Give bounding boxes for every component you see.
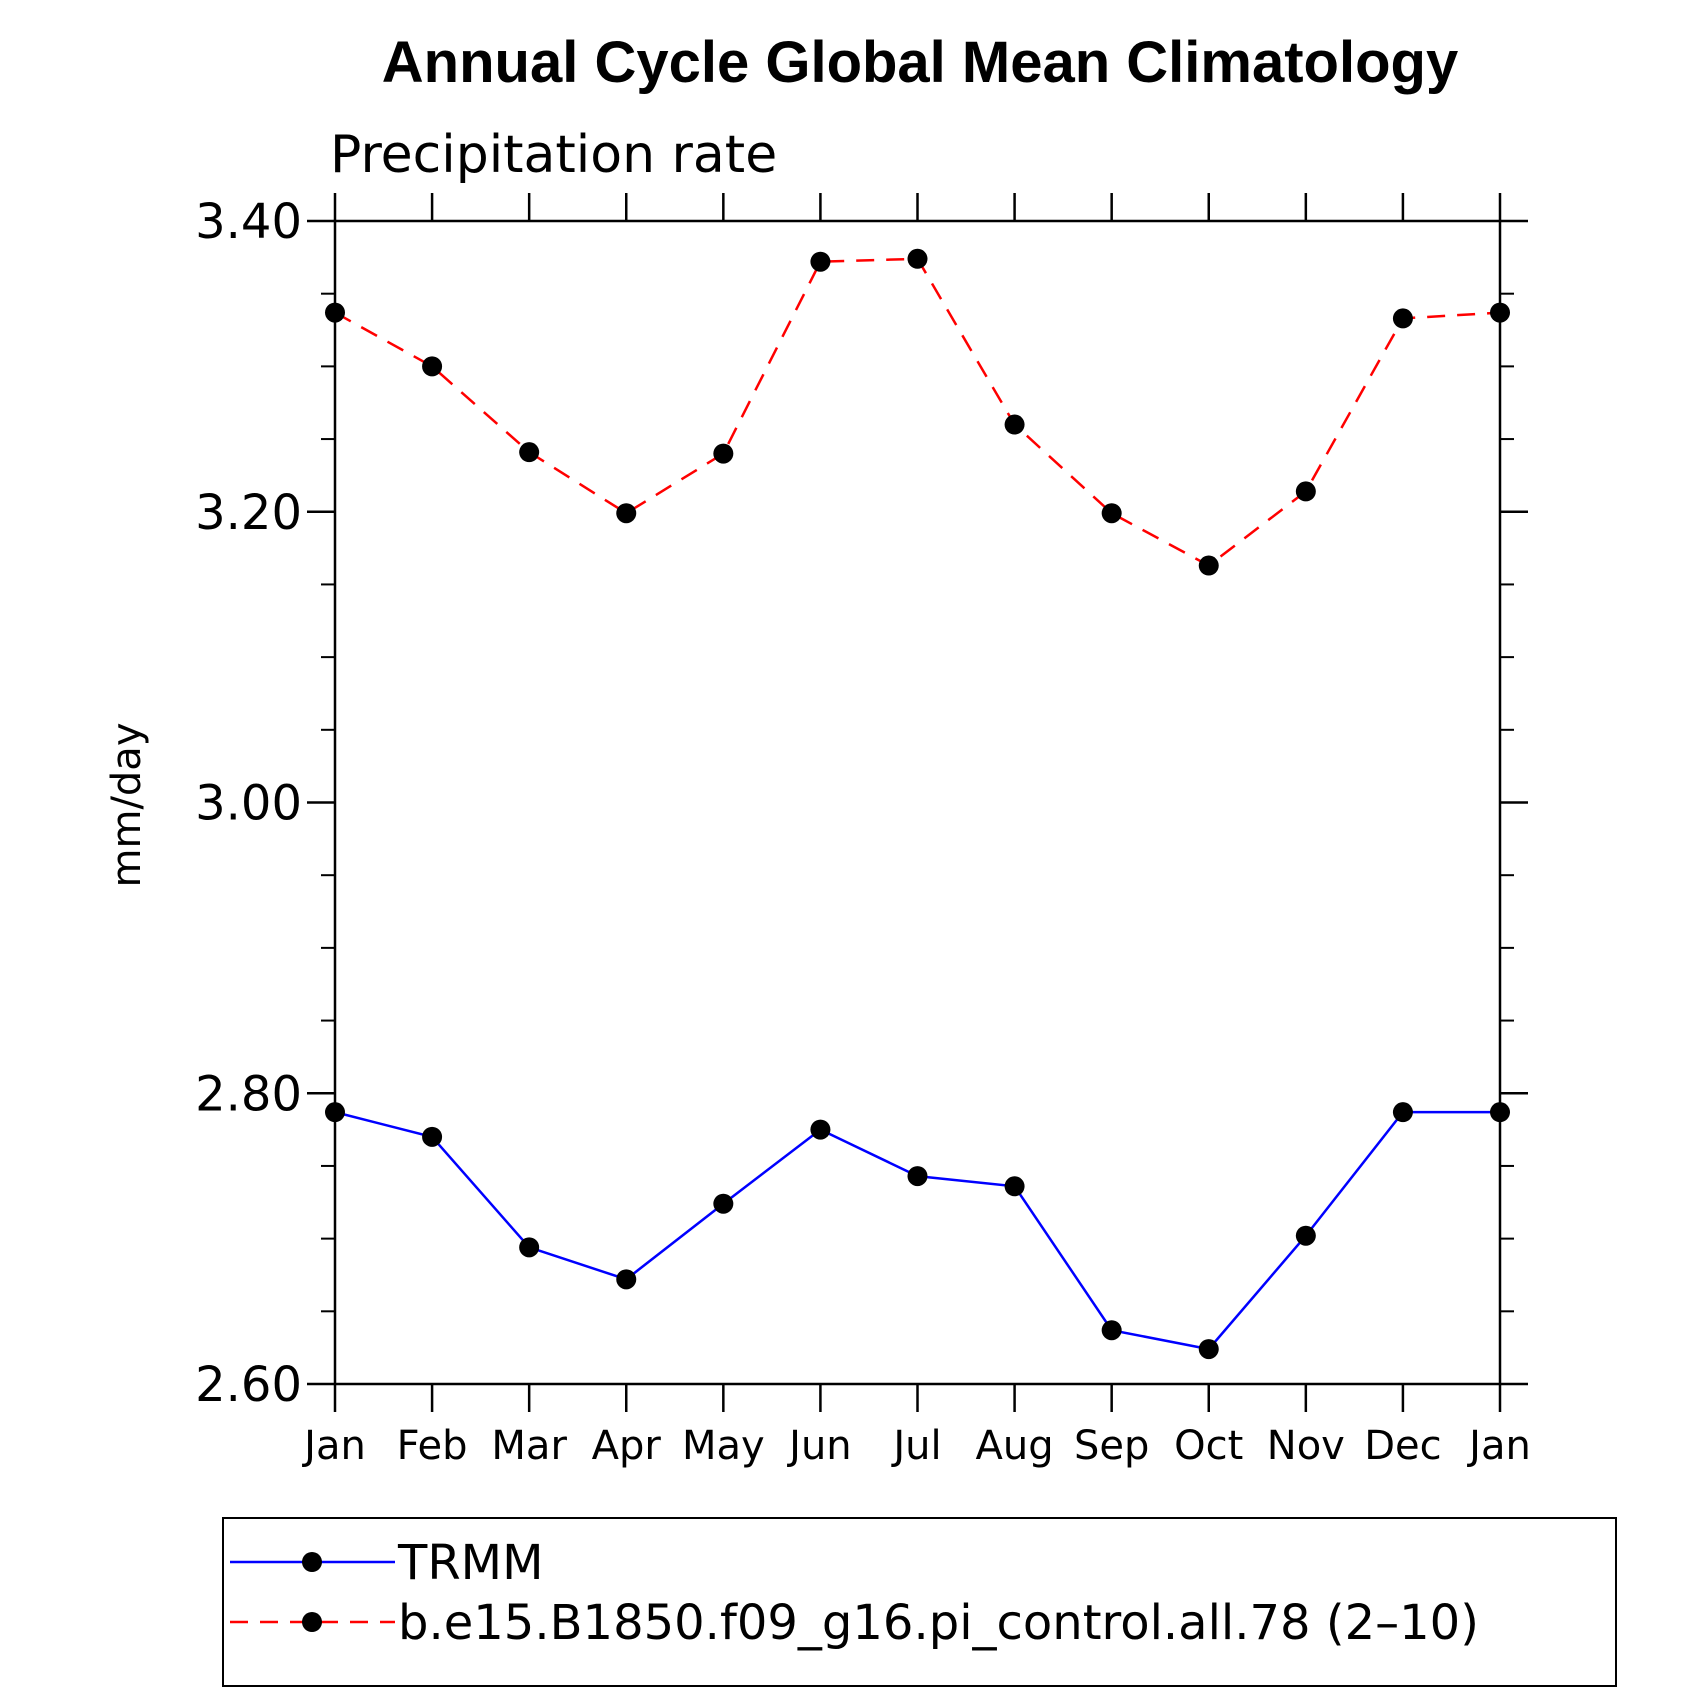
x-tick-label: Oct — [1174, 1423, 1243, 1469]
chart-title: Annual Cycle Global Mean Climatology — [382, 30, 1458, 95]
legend: TRMMb.e15.B1850.f09_g16.pi_control.all.7… — [222, 1517, 1617, 1687]
series-1-point — [422, 356, 443, 377]
x-tick-label: May — [682, 1423, 765, 1469]
series-1-point — [907, 248, 928, 269]
x-tick-label: Nov — [1267, 1423, 1345, 1469]
series-0-point — [616, 1269, 637, 1290]
y-tick-label: 2.60 — [195, 1357, 302, 1413]
y-tick-label: 3.20 — [195, 485, 302, 541]
legend-box — [222, 1517, 1617, 1687]
series-layer — [325, 248, 1510, 1360]
series-0-point — [1295, 1225, 1316, 1246]
series-1-point — [1295, 481, 1316, 502]
legend-label-1: b.e15.B1850.f09_g16.pi_control.all.78 (2… — [398, 1595, 1479, 1651]
series-line-0 — [334, 1110, 1500, 1351]
series-0-point — [1490, 1102, 1510, 1123]
y-tick-label: 3.40 — [195, 194, 302, 250]
series-1-point — [1004, 414, 1025, 435]
x-tick-label: Jun — [786, 1423, 852, 1469]
chart-subtitle: Precipitation rate — [330, 125, 777, 185]
plot-axes: Jan Feb Mar Apr May Jun Jul Aug Sep Oct Nov Dec Jan 2… — [195, 193, 1531, 1469]
y-axis-label: mm/day — [104, 723, 150, 888]
series-1-point — [1490, 302, 1510, 323]
series-0-point — [810, 1119, 831, 1140]
x-tick-label: Sep — [1074, 1423, 1149, 1469]
x-tick-label: Jan — [1466, 1423, 1531, 1469]
series-1-point — [1101, 503, 1122, 524]
series-0-point — [422, 1126, 443, 1147]
y-tick-label: 2.80 — [195, 1066, 302, 1122]
legend-marker-0 — [302, 1552, 322, 1572]
series-1-point — [616, 503, 637, 524]
x-tick-label: Apr — [592, 1423, 662, 1469]
series-1-point — [713, 443, 734, 464]
series-0-point — [1198, 1339, 1219, 1360]
series-0-point — [1101, 1320, 1122, 1341]
series-0-point — [519, 1237, 540, 1258]
series-1-point — [1198, 555, 1219, 576]
series-0-point — [1004, 1176, 1025, 1197]
y-tick-label: 3.00 — [195, 776, 302, 832]
legend-label-0: TRMM — [397, 1535, 544, 1591]
series-1-point — [325, 302, 345, 323]
x-tick-label: Jul — [890, 1423, 941, 1469]
series-0-point — [907, 1166, 928, 1187]
legend-marker-1 — [302, 1612, 322, 1632]
series-0-point — [325, 1102, 345, 1123]
series-0-point — [713, 1193, 734, 1214]
x-tick-label: Feb — [397, 1423, 468, 1469]
x-tick-label: Mar — [491, 1423, 567, 1469]
series-1-point — [1392, 308, 1413, 329]
series-1-point — [810, 251, 831, 272]
x-tick-label: Dec — [1364, 1423, 1441, 1469]
x-tick-label: Aug — [976, 1423, 1054, 1469]
x-tick-label: Jan — [301, 1423, 366, 1469]
series-line-1 — [334, 257, 1501, 568]
series-0-point — [1392, 1102, 1413, 1123]
series-1-point — [519, 442, 540, 463]
